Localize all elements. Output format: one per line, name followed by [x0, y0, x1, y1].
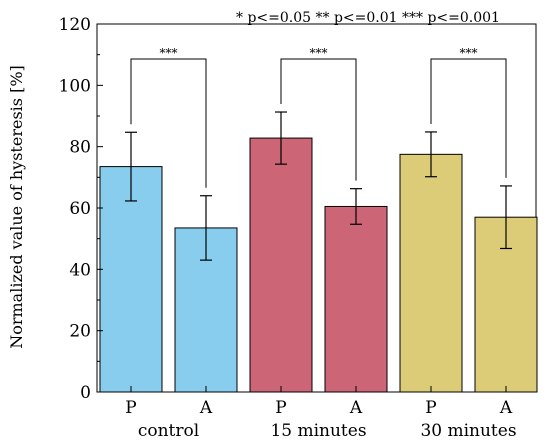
y-tick-label: 120	[59, 15, 91, 35]
significance-legend: * p<=0.05 ** p<=0.01 *** p<=0.001	[236, 10, 500, 26]
significance-bracket	[430, 58, 507, 178]
significance-layer: *** *** ***	[130, 46, 507, 188]
bar-label: P	[125, 398, 136, 418]
bar-label: P	[425, 398, 436, 418]
group-label: 30 minutes	[420, 421, 516, 441]
plot-frame	[96, 23, 537, 393]
bar-label: A	[199, 398, 213, 418]
bar-1-1	[324, 205, 388, 393]
group-label: control	[138, 421, 199, 441]
bar-label: A	[499, 398, 513, 418]
y-tick-label: 40	[69, 260, 91, 280]
y-tick-label: 100	[59, 76, 91, 96]
bar-1-0	[249, 137, 313, 393]
significance-bracket	[130, 58, 207, 188]
bar-label: P	[275, 398, 286, 418]
y-tick-label: 0	[80, 383, 91, 403]
bar-2-0	[399, 153, 463, 393]
bar-0-0	[99, 166, 163, 393]
significance-bracket	[280, 58, 357, 181]
group-label: 15 minutes	[270, 421, 366, 441]
y-tick-label: 80	[69, 138, 91, 158]
significance-stars: ***	[460, 46, 478, 60]
y-axis-label: Normalized value of hysteresis [%]	[7, 65, 26, 349]
y-tick-label: 60	[69, 199, 91, 219]
error-bars-layer	[125, 111, 512, 261]
bars-layer	[99, 137, 538, 393]
bar-label: A	[349, 398, 363, 418]
y-tick-label: 20	[69, 322, 91, 342]
significance-stars: ***	[160, 46, 178, 60]
plot-border	[96, 23, 537, 393]
significance-stars: ***	[310, 46, 328, 60]
